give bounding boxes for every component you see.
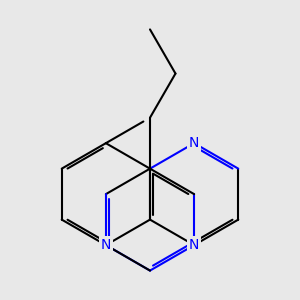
Text: N: N xyxy=(189,136,199,150)
Text: N: N xyxy=(189,238,199,252)
Text: N: N xyxy=(101,238,111,252)
